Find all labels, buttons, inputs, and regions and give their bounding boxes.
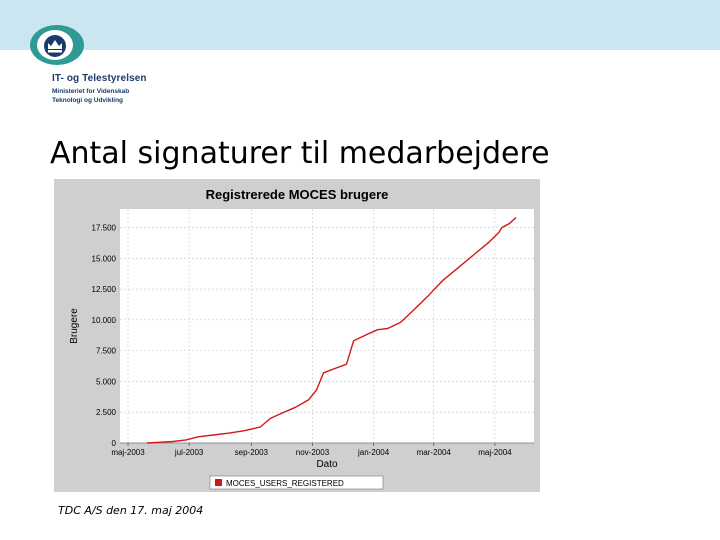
y-tick-label: 0 <box>112 439 117 448</box>
legend-swatch <box>215 479 222 486</box>
y-tick-label: 12.500 <box>92 285 117 294</box>
chart-title: Registrerede MOCES brugere <box>206 187 389 202</box>
x-tick-label: maj-2004 <box>478 448 512 457</box>
crown-icon <box>30 25 84 65</box>
y-axis-label: Brugere <box>69 308 80 344</box>
x-axis-label: Dato <box>316 459 338 470</box>
x-tick-label: nov-2003 <box>296 448 330 457</box>
top-band <box>0 0 720 50</box>
y-tick-label: 7.500 <box>96 347 117 356</box>
legend-label: MOCES_USERS_REGISTERED <box>226 479 344 488</box>
slide-title: Antal signaturer til medarbejdere <box>50 136 550 171</box>
users-line-chart: Registrerede MOCES brugere 0 2.500 5.000 7.… <box>54 179 540 492</box>
chart-legend: MOCES_USERS_REGISTERED <box>209 475 384 490</box>
x-tick-label: jan-2004 <box>357 448 390 457</box>
slide-footer: TDC A/S den 17. maj 2004 <box>58 504 204 517</box>
series-line <box>146 217 517 444</box>
x-tick-label: mar-2004 <box>417 448 452 457</box>
y-tick-label: 10.000 <box>92 316 117 325</box>
x-tick-label: sep-2003 <box>235 448 269 457</box>
y-tick-label: 15.000 <box>92 254 117 263</box>
org-name: IT- og Telestyrelsen <box>52 73 147 84</box>
org-ministry-line1: Ministeriet for Videnskab <box>52 88 130 95</box>
y-tick-label: 2.500 <box>96 408 117 417</box>
plot-area <box>120 209 534 443</box>
y-tick-label: 5.000 <box>96 377 117 386</box>
x-tick-label: maj-2003 <box>111 448 145 457</box>
x-tick-label: jul-2003 <box>174 448 204 457</box>
y-tick-label: 17.500 <box>92 223 117 232</box>
org-ministry-line2: Teknologi og Udvikling <box>52 97 124 104</box>
